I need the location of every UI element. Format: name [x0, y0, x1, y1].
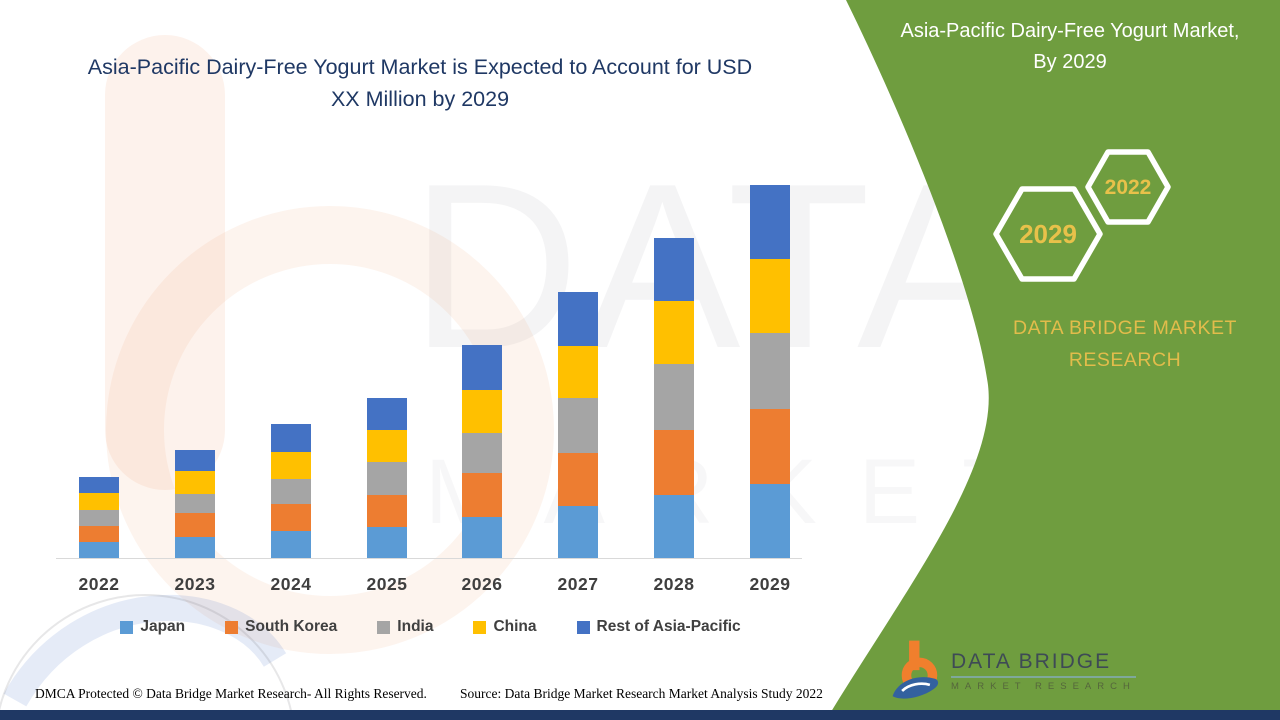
bar-segment-india: [367, 462, 407, 495]
bar-segment-china: [558, 346, 598, 398]
bar-segment-japan: [79, 542, 119, 558]
year-hexagons: 2029 2022: [993, 149, 1171, 282]
dmca-notice: DMCA Protected © Data Bridge Market Rese…: [35, 686, 427, 701]
bar-segment-japan: [750, 484, 790, 558]
x-axis-label: 2024: [270, 574, 312, 594]
logo-b-icon: [892, 640, 939, 699]
dbmr-logo: DATA BRIDGE MARKET RESEARCH: [890, 638, 1136, 704]
bar-segment-japan: [367, 527, 407, 558]
bar-segment-south-korea: [654, 430, 694, 495]
bar-segment-south-korea: [558, 453, 598, 506]
bar-chart: 2022 2023 2024 2025 2026 2027 2028 2029: [56, 185, 802, 594]
x-axis-label: 2029: [749, 574, 791, 594]
legend-swatch: [120, 620, 134, 634]
bar-segment-rest-of-asia-pacific: [750, 185, 790, 259]
bar-segment-japan: [558, 506, 598, 558]
legend-label: China: [493, 618, 537, 635]
logo-subtitle: MARKET RESEARCH: [951, 681, 1136, 692]
bar-segment-china: [462, 390, 502, 433]
stacked-bar-2028: [654, 238, 694, 558]
legend-swatch: [576, 620, 590, 634]
legend-item-china: China: [473, 618, 537, 636]
legend-item-japan: Japan: [120, 618, 185, 636]
stacked-bar-2026: [462, 345, 502, 558]
logo-wordmark: DATA BRIDGE MARKET RESEARCH: [951, 650, 1136, 692]
bar-segment-india: [750, 333, 790, 409]
bar-segment-rest-of-asia-pacific: [367, 398, 407, 430]
legend-swatch: [377, 620, 391, 634]
bar-segment-japan: [462, 517, 502, 558]
hexagon-year-label: 2029: [1019, 219, 1077, 249]
x-axis-label: 2027: [557, 574, 599, 594]
chart-legend: Japan South Korea India China Rest of Asia-P…: [58, 618, 803, 636]
brand-name: DATA BRIDGE MARKET RESEARCH: [1013, 317, 1237, 372]
bar-segment-india: [271, 479, 311, 504]
bar-segment-china: [79, 493, 119, 510]
bar-segment-china: [367, 430, 407, 462]
x-axis-label: 2028: [653, 574, 695, 594]
x-axis-label: 2022: [78, 574, 120, 594]
bar-segment-china: [175, 471, 215, 494]
bar-segment-south-korea: [79, 526, 119, 542]
legend-swatch: [225, 620, 239, 634]
bar-segment-india: [175, 494, 215, 513]
bar-segment-rest-of-asia-pacific: [558, 292, 598, 346]
bar-segment-south-korea: [750, 409, 790, 484]
stacked-bar-2022: [79, 477, 119, 558]
stacked-bar-2023: [175, 450, 215, 558]
bar-segment-rest-of-asia-pacific: [79, 477, 119, 493]
bar-segment-india: [79, 510, 119, 526]
stacked-bar-2025: [367, 398, 407, 558]
bar-segment-japan: [654, 495, 694, 558]
bar-segment-india: [654, 364, 694, 430]
bar-segment-rest-of-asia-pacific: [462, 345, 502, 390]
bar-segment-south-korea: [462, 473, 502, 517]
stacked-bar-2024: [271, 424, 311, 558]
legend-item-south-korea: South Korea: [225, 618, 337, 636]
legend-label: Japan: [140, 618, 186, 635]
legend-item-rest-of-asia-pacific: Rest of Asia-Pacific: [576, 618, 741, 636]
bar-segment-rest-of-asia-pacific: [175, 450, 215, 471]
logo-title: DATA BRIDGE: [951, 650, 1136, 678]
stacked-bar-2027: [558, 292, 598, 558]
bar-segment-china: [271, 452, 311, 479]
bar-segment-rest-of-asia-pacific: [654, 238, 694, 301]
chart-title: Asia-Pacific Dairy-Free Yogurt Market is…: [87, 55, 753, 111]
bar-segment-japan: [271, 531, 311, 558]
bar-segment-china: [654, 301, 694, 364]
bar-segment-japan: [175, 537, 215, 558]
bar-segment-south-korea: [175, 513, 215, 537]
bar-segment-india: [558, 398, 598, 453]
legend-swatch: [473, 620, 487, 634]
bar-segment-rest-of-asia-pacific: [271, 424, 311, 452]
hexagon-year-label: 2022: [1105, 176, 1152, 199]
bar-segment-south-korea: [367, 495, 407, 527]
legend-label: South Korea: [245, 618, 338, 635]
bar-segment-china: [750, 259, 790, 333]
stacked-bar-2029: [750, 185, 790, 558]
bar-segment-india: [462, 433, 502, 473]
bottom-accent-bar: [0, 710, 1280, 720]
x-axis-label: 2025: [366, 574, 408, 594]
bar-segment-south-korea: [271, 504, 311, 531]
legend-label: India: [397, 618, 434, 635]
x-axis-label: 2023: [174, 574, 216, 594]
x-axis-line: [56, 558, 802, 559]
x-axis-label: 2026: [461, 574, 503, 594]
source-note: Source: Data Bridge Market Research Mark…: [460, 686, 823, 701]
legend-item-india: India: [377, 618, 433, 636]
legend-label: Rest of Asia-Pacific: [596, 618, 741, 635]
panel-title: Asia-Pacific Dairy-Free Yogurt Market, B…: [900, 20, 1240, 73]
